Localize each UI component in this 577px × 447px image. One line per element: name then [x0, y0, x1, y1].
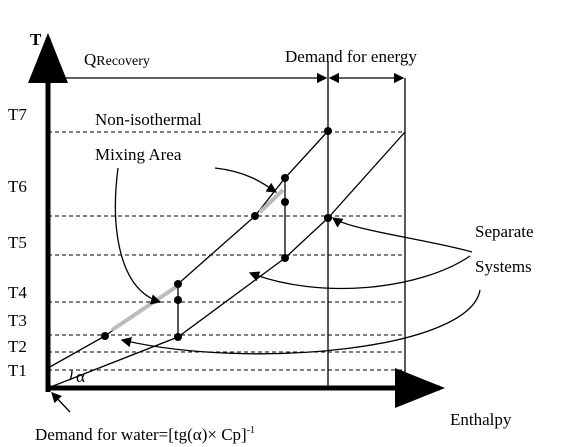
demand-energy: Demand for energy — [285, 47, 417, 66]
level-label: T4 — [8, 283, 27, 302]
level-label: T3 — [8, 311, 27, 330]
y-axis-label: T — [30, 30, 42, 49]
demand-water: Demand for water=[tg(α)× Cp]-1 — [35, 425, 255, 444]
separate-label: Systems — [475, 257, 532, 276]
separate-label: Separate — [475, 222, 534, 241]
water-exponent: -1 — [247, 425, 255, 436]
q-symbol: Q — [84, 50, 96, 69]
water-text: Demand for water=[tg(α)× Cp] — [35, 425, 247, 444]
q-subscript: Recovery — [96, 54, 150, 69]
angle-arc — [69, 369, 73, 381]
axes — [27, 33, 445, 408]
q-recovery: QRecovery — [84, 50, 150, 69]
level-label: T5 — [8, 233, 27, 252]
mixing-label: Non-isothermal — [95, 110, 202, 129]
callout-arrows — [114, 167, 481, 355]
points — [101, 127, 332, 341]
level-labels: T7 T6 T5 T4 T3 T2 T1 — [8, 105, 27, 380]
level-label: T1 — [8, 361, 27, 380]
level-label: T6 — [8, 177, 27, 196]
angle-label: α — [76, 367, 85, 386]
water-arrow — [51, 392, 71, 413]
mixing-label: Mixing Area — [95, 145, 182, 164]
x-axis-label: Enthalpy — [450, 410, 512, 429]
level-label: T7 — [8, 105, 27, 124]
level-label: T2 — [8, 337, 27, 356]
